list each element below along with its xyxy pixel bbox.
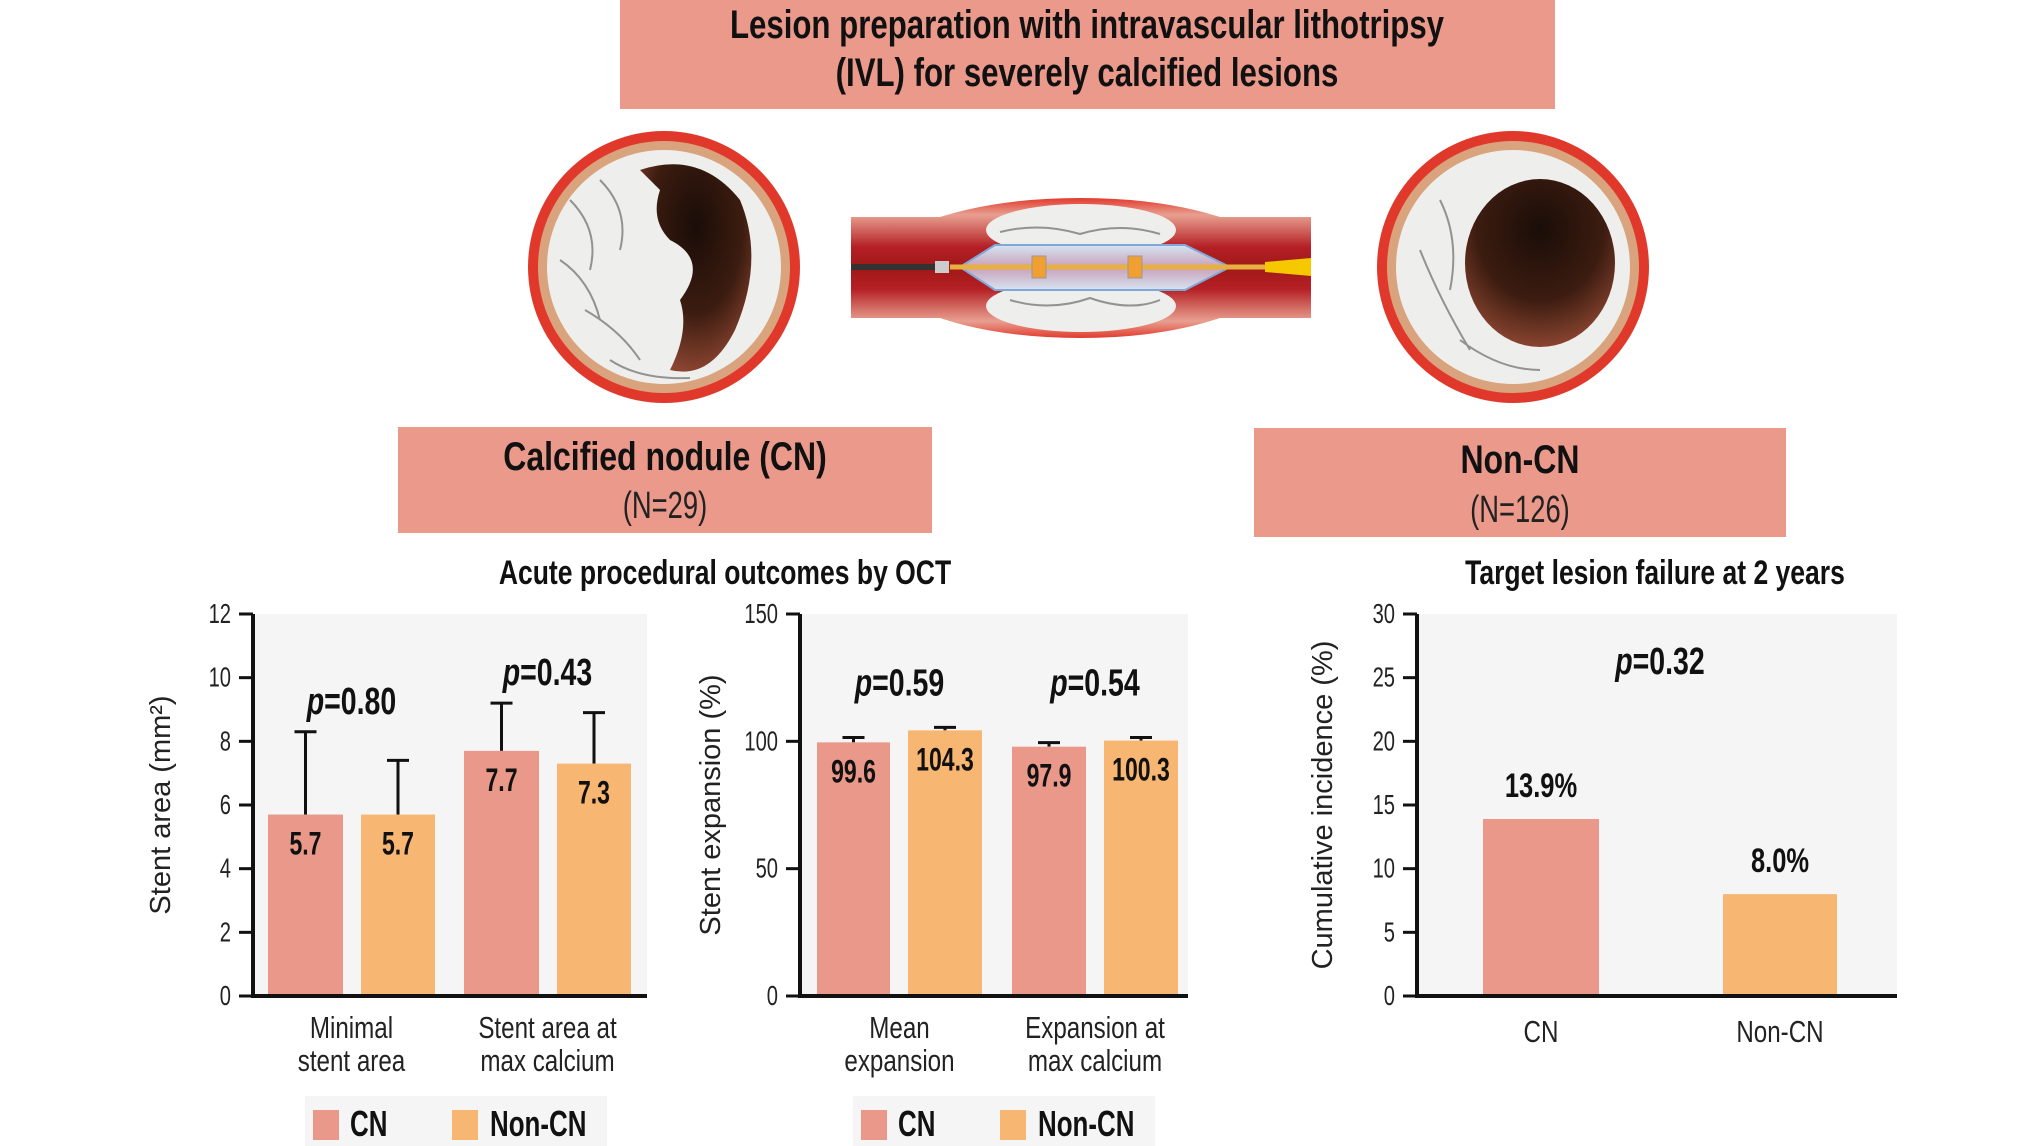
bar xyxy=(1104,740,1178,996)
bar xyxy=(817,742,890,996)
cn-vessel-cross-section-icon xyxy=(528,131,800,403)
legend-1: CN Non-CN xyxy=(305,1096,607,1146)
tlf-title: Target lesion failure at 2 years xyxy=(1465,554,1845,592)
bar xyxy=(1723,894,1837,996)
cn-group-n: (N=29) xyxy=(623,485,707,527)
legend-2-cn-label: CN xyxy=(898,1104,935,1144)
p-value-label-text: p=0.54 xyxy=(1049,663,1140,705)
bar-value-label: 5.7 xyxy=(289,826,321,862)
bar xyxy=(268,814,343,996)
acute-outcomes-title: Acute procedural outcomes by OCT xyxy=(499,554,952,592)
p-value-label-text: p=0.43 xyxy=(502,652,592,694)
p-value-label: p=0.32 xyxy=(1614,641,1704,683)
y-tick-label: 150 xyxy=(744,599,778,630)
noncn-group-box: Non-CN (N=126) xyxy=(1254,428,1786,537)
title-background xyxy=(620,0,1555,109)
noncn-group-name: Non-CN xyxy=(1460,437,1579,482)
bar-value-label: 104.3 xyxy=(916,742,974,778)
bar-value-label: 13.9% xyxy=(1505,768,1577,805)
y-tick-label: 12 xyxy=(209,599,231,630)
y-tick-label: 5 xyxy=(1384,917,1395,948)
category-label: max calcium xyxy=(1028,1043,1162,1078)
y-tick-label: 15 xyxy=(1373,790,1395,821)
legend-1-cn-swatch xyxy=(313,1110,339,1140)
category-label: Expansion at xyxy=(1025,1010,1165,1045)
p-value-label-text: p=0.32 xyxy=(1614,641,1704,683)
p-value-label: p=0.59 xyxy=(854,663,944,705)
title-line-1: Lesion preparation with intravascular li… xyxy=(730,2,1444,47)
legend-1-noncn-label: Non-CN xyxy=(490,1104,586,1144)
bar-value-label: 5.7 xyxy=(382,826,414,862)
y-axis-label: Stent area (mm²) xyxy=(145,695,177,914)
y-tick-label: 0 xyxy=(220,981,231,1012)
category-label: stent area xyxy=(298,1043,406,1078)
stent-area-chart: 0 2 4 6 8 10 12 Stent area (mm²) 5.7 5.7 7.7 7.3 Min… xyxy=(145,599,647,1078)
y-tick-label: 25 xyxy=(1373,663,1395,694)
category-label: Stent area at xyxy=(478,1010,617,1045)
bar xyxy=(361,814,435,996)
y-tick-label: 20 xyxy=(1373,726,1395,757)
y-tick-label: 0 xyxy=(767,981,778,1012)
cn-group-box: Calcified nodule (CN) (N=29) xyxy=(398,427,932,533)
y-tick-label: 30 xyxy=(1373,599,1395,630)
legend-2-noncn-label: Non-CN xyxy=(1038,1104,1134,1144)
y-tick-label: 100 xyxy=(744,726,778,757)
category-label: Non-CN xyxy=(1736,1014,1823,1049)
category-label: expansion xyxy=(844,1043,954,1078)
tlf-chart: 0 5 10 15 20 25 30 Cumulative incidence (%) 13.9… xyxy=(1307,599,1897,1049)
y-tick-label: 10 xyxy=(209,663,231,694)
p-value-label: p=0.43 xyxy=(502,652,592,694)
p-value-label-text: p=0.59 xyxy=(854,663,944,705)
title-box: Lesion preparation with intravascular li… xyxy=(620,0,1555,109)
bar-value-label: 100.3 xyxy=(1112,752,1170,788)
p-value-label: p=0.80 xyxy=(306,681,396,723)
cn-group-background xyxy=(398,427,932,533)
bar xyxy=(908,730,982,996)
bar-value-label: 8.0% xyxy=(1751,843,1809,880)
bar xyxy=(1012,746,1086,996)
cn-group-name: Calcified nodule (CN) xyxy=(503,434,827,479)
bar-value-label: 7.3 xyxy=(578,775,610,811)
y-axis-label: Cumulative incidence (%) xyxy=(1307,641,1339,970)
legend-1-noncn-swatch xyxy=(452,1110,478,1140)
p-value-label-text: p=0.80 xyxy=(306,681,396,723)
noncn-group-n: (N=126) xyxy=(1470,489,1570,531)
noncn-group-background xyxy=(1254,428,1786,537)
expanded-vessel-cross-section-icon xyxy=(1377,131,1649,403)
p-value-label: p=0.54 xyxy=(1049,663,1140,705)
legend-1-cn-label: CN xyxy=(350,1104,387,1144)
category-label: CN xyxy=(1524,1014,1559,1049)
ivl-balloon-catheter-icon xyxy=(851,198,1311,338)
y-tick-label: 4 xyxy=(220,854,231,885)
bar xyxy=(464,750,539,996)
y-tick-label: 8 xyxy=(220,726,231,757)
category-label: Mean xyxy=(869,1010,929,1045)
legend-2-cn-swatch xyxy=(861,1110,887,1140)
category-label: max calcium xyxy=(480,1043,614,1078)
bar-value-label: 7.7 xyxy=(485,762,517,798)
y-tick-label: 10 xyxy=(1373,854,1395,885)
bar xyxy=(1483,819,1599,996)
bar-value-label: 99.6 xyxy=(831,754,876,790)
y-tick-label: 50 xyxy=(756,854,778,885)
legend-2: CN Non-CN xyxy=(853,1096,1155,1146)
legend-2-noncn-swatch xyxy=(1000,1110,1026,1140)
bar xyxy=(557,763,631,996)
y-tick-label: 0 xyxy=(1384,981,1395,1012)
y-tick-label: 6 xyxy=(220,790,231,821)
bar-value-label: 97.9 xyxy=(1027,758,1072,794)
y-axis-label: Stent expansion (%) xyxy=(695,674,727,935)
title-line-2: (IVL) for severely calcified lesions xyxy=(836,50,1339,95)
category-label: Minimal xyxy=(310,1010,393,1045)
stent-expansion-chart: 0 50 100 150 Stent expansion (%) 99.6 104.3 97.… xyxy=(695,599,1188,1078)
y-tick-label: 2 xyxy=(220,917,231,948)
